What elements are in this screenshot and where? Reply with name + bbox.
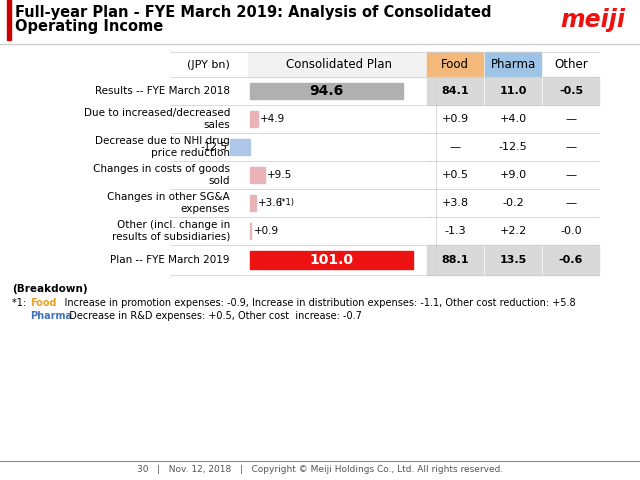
Text: —: — bbox=[565, 142, 577, 152]
Text: Food: Food bbox=[30, 298, 56, 308]
Text: Pharma: Pharma bbox=[490, 58, 536, 71]
Text: (Breakdown): (Breakdown) bbox=[12, 284, 88, 294]
Text: +3.6: +3.6 bbox=[258, 198, 283, 208]
Bar bbox=[250, 223, 252, 239]
Text: -0.0: -0.0 bbox=[560, 226, 582, 236]
Bar bbox=[485, 77, 541, 105]
Text: -0.2: -0.2 bbox=[502, 198, 524, 208]
Text: 30   |   Nov. 12, 2018   |   Copyright © Meiji Holdings Co., Ltd. All rights res: 30 | Nov. 12, 2018 | Copyright © Meiji H… bbox=[137, 466, 503, 475]
Text: Other: Other bbox=[554, 58, 588, 71]
Text: Other (incl. change in
results of subsidiaries): Other (incl. change in results of subsid… bbox=[111, 220, 230, 242]
Text: Consolidated Plan: Consolidated Plan bbox=[286, 58, 392, 71]
Text: +9.5: +9.5 bbox=[268, 170, 292, 180]
Text: Increase in promotion expenses: -0.9, Increase in distribution expenses: -1.1, O: Increase in promotion expenses: -0.9, In… bbox=[52, 298, 575, 308]
Text: —: — bbox=[565, 198, 577, 208]
Text: —: — bbox=[565, 114, 577, 124]
Bar bbox=[427, 77, 483, 105]
Text: Pharma: Pharma bbox=[30, 311, 72, 321]
Text: +9.0: +9.0 bbox=[499, 170, 527, 180]
Text: 101.0: 101.0 bbox=[310, 253, 354, 267]
Text: -0.5: -0.5 bbox=[559, 86, 583, 96]
Text: Due to increased/decreased
sales: Due to increased/decreased sales bbox=[84, 108, 230, 130]
Bar bbox=[250, 111, 258, 127]
Text: +4.9: +4.9 bbox=[260, 114, 285, 124]
Text: +0.9: +0.9 bbox=[442, 114, 468, 124]
Bar bbox=[543, 245, 599, 275]
Bar bbox=[485, 52, 541, 77]
Bar bbox=[250, 195, 256, 211]
Text: 88.1: 88.1 bbox=[441, 255, 468, 265]
Bar bbox=[250, 252, 413, 269]
Text: Decrease in R&D expenses: +0.5, Other cost  increase: -0.7: Decrease in R&D expenses: +0.5, Other co… bbox=[63, 311, 362, 321]
Text: +4.0: +4.0 bbox=[499, 114, 527, 124]
Bar bbox=[250, 167, 266, 183]
Text: (JPY bn): (JPY bn) bbox=[187, 60, 230, 70]
Text: Operating Income: Operating Income bbox=[15, 19, 163, 34]
Text: Changes in other SG&A
expenses: Changes in other SG&A expenses bbox=[108, 192, 230, 214]
Bar bbox=[543, 77, 599, 105]
Bar bbox=[230, 139, 250, 155]
Text: meiji: meiji bbox=[560, 8, 625, 32]
Text: -1.3: -1.3 bbox=[444, 226, 466, 236]
Text: -12.5: -12.5 bbox=[201, 142, 228, 152]
Text: +2.2: +2.2 bbox=[499, 226, 527, 236]
Text: -0.6: -0.6 bbox=[559, 255, 583, 265]
Text: Full-year Plan - FYE March 2019: Analysis of Consolidated: Full-year Plan - FYE March 2019: Analysi… bbox=[15, 5, 492, 20]
Text: —: — bbox=[565, 170, 577, 180]
Text: —: — bbox=[449, 142, 461, 152]
Text: Plan -- FYE March 2019: Plan -- FYE March 2019 bbox=[111, 255, 230, 265]
Bar bbox=[7, 0, 11, 40]
Text: Results -- FYE March 2018: Results -- FYE March 2018 bbox=[95, 86, 230, 96]
Text: Food: Food bbox=[441, 58, 469, 71]
Bar bbox=[485, 245, 541, 275]
Text: +0.5: +0.5 bbox=[442, 170, 468, 180]
Text: (*1): (*1) bbox=[278, 199, 294, 207]
Text: *1:: *1: bbox=[12, 298, 29, 308]
Text: 11.0: 11.0 bbox=[499, 86, 527, 96]
Bar bbox=[250, 83, 403, 99]
Text: +0.9: +0.9 bbox=[253, 226, 278, 236]
Text: 94.6: 94.6 bbox=[309, 84, 344, 98]
Bar bbox=[427, 52, 483, 77]
Text: -12.5: -12.5 bbox=[499, 142, 527, 152]
Bar bbox=[427, 245, 483, 275]
Bar bbox=[248, 52, 430, 77]
Text: Changes in costs of goods
sold: Changes in costs of goods sold bbox=[93, 164, 230, 186]
Text: 13.5: 13.5 bbox=[499, 255, 527, 265]
Text: 84.1: 84.1 bbox=[441, 86, 469, 96]
Text: Decrease due to NHI drug
price reduction: Decrease due to NHI drug price reduction bbox=[95, 136, 230, 158]
Text: +3.8: +3.8 bbox=[442, 198, 468, 208]
